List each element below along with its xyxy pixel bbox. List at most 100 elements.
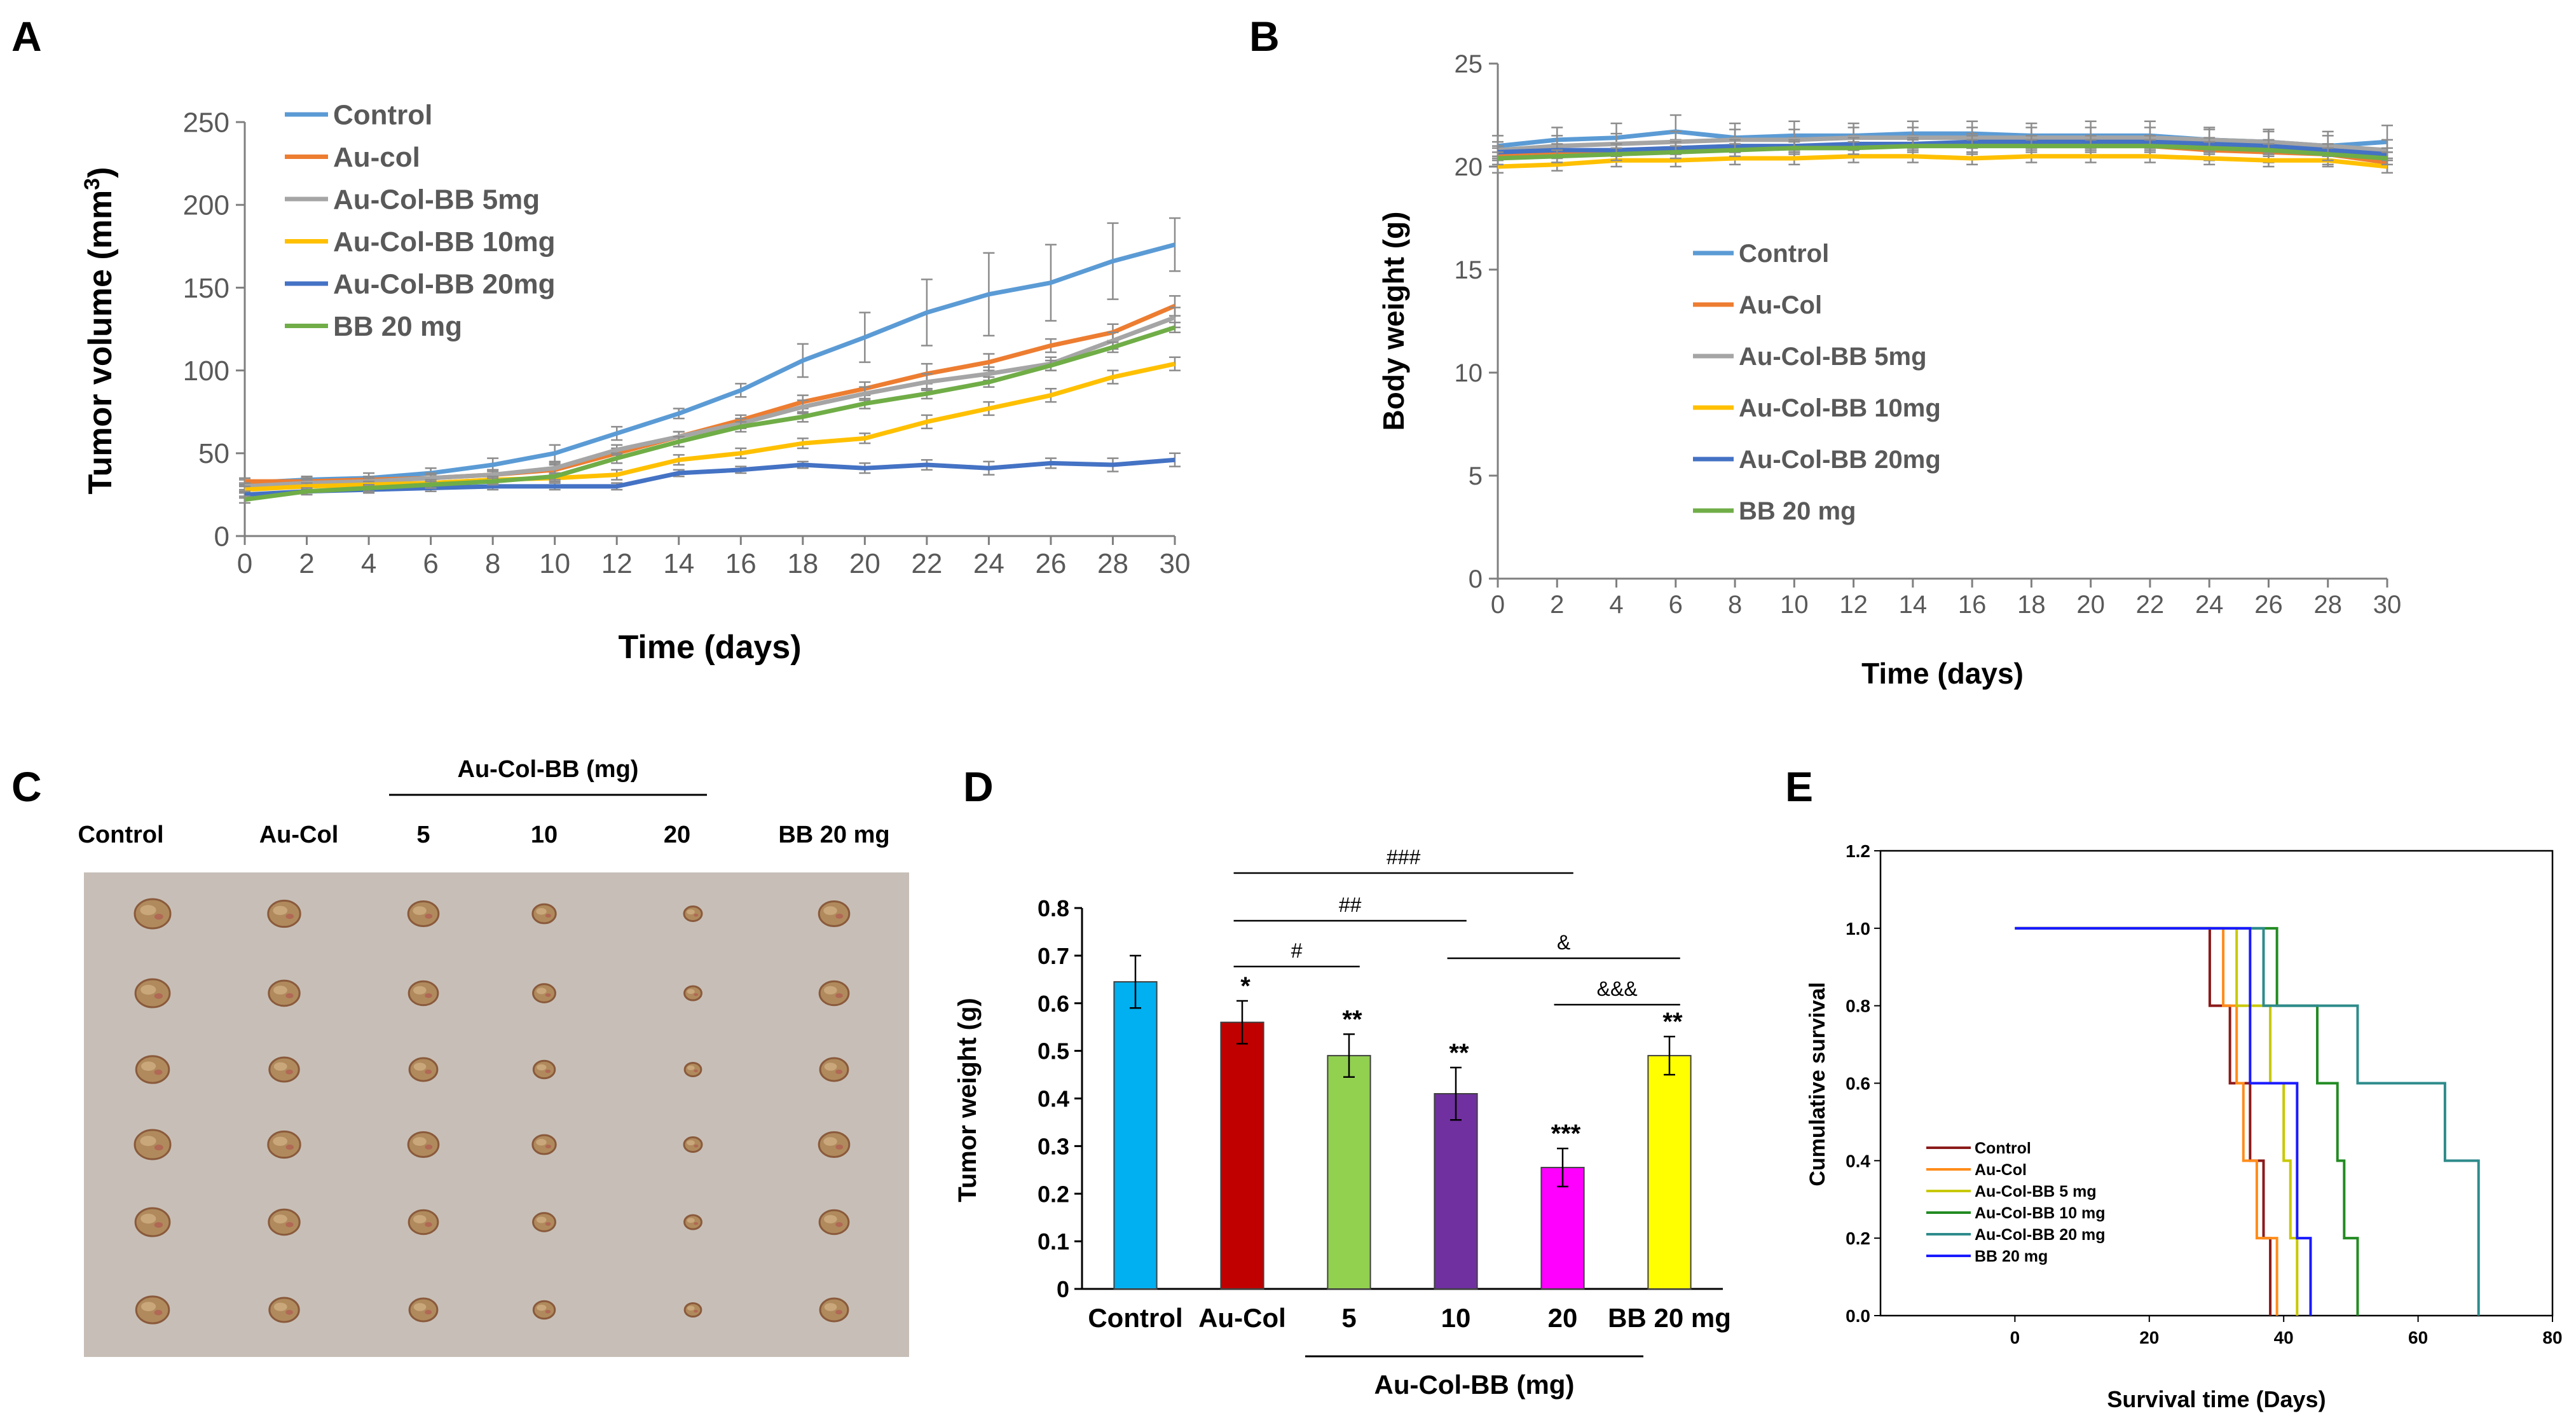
- survival-curve-au-col-bb-5-mg: [2015, 926, 2299, 1316]
- y-tick-label: 15: [1455, 256, 1483, 284]
- photo-column-label: 10: [531, 822, 558, 848]
- series-line: [1497, 135, 2388, 153]
- comparison-label: &: [1557, 931, 1570, 954]
- tumor-vessel: [545, 1310, 551, 1314]
- panel-label-a: A: [11, 13, 42, 60]
- legend-label: Control: [1739, 240, 1829, 268]
- tumor-vessel: [425, 1310, 432, 1315]
- legend-label: Au-Col-BB 20mg: [333, 268, 556, 299]
- comparison-label: &&&: [1597, 977, 1638, 1000]
- tumor-vessel: [694, 993, 699, 996]
- tumor-highlight: [823, 1137, 837, 1146]
- x-tick-label: 26: [2254, 591, 2283, 619]
- tumor-vessel: [285, 993, 294, 998]
- y-tick-label: 0: [1469, 565, 1483, 593]
- x-axis-title: Survival time (Days): [2107, 1386, 2326, 1412]
- significance-star: *: [1240, 972, 1250, 1000]
- legend-label: BB 20 mg: [1975, 1248, 2048, 1265]
- tumor-highlight: [824, 1215, 837, 1223]
- y-tick-label: 1.2: [1846, 841, 1870, 861]
- y-axis-title: Body weight (g): [1377, 212, 1410, 431]
- x-tick-label: 12: [1839, 591, 1868, 619]
- tumor-vessel: [154, 993, 163, 999]
- x-tick-label: 5: [1341, 1303, 1356, 1333]
- panel-e-survival-chart: 0.0 0.2 0.4 0.6 0.8 1.0 1.2 0 20 40 60 80 Survival t…: [1805, 841, 2563, 1412]
- x-tick-label: 18: [2017, 591, 2046, 619]
- tumor-highlight: [273, 905, 288, 916]
- tumor-vessel: [694, 1310, 698, 1313]
- x-tick-label: 16: [725, 548, 757, 579]
- x-tick-label: 20: [2076, 591, 2105, 619]
- y-tick-label: 0: [1057, 1276, 1069, 1302]
- photo-column-label: 5: [416, 822, 430, 848]
- tumor-vessel: [425, 914, 433, 919]
- tumor-vessel: [694, 1070, 698, 1073]
- x-tick-label: 24: [2195, 591, 2224, 619]
- tumor-vessel: [835, 1222, 843, 1227]
- x-tick-label: 20: [2139, 1328, 2159, 1347]
- bar: [1220, 1021, 1264, 1290]
- y-tick-label: 0: [214, 521, 230, 552]
- y-tick-label: 100: [183, 355, 230, 387]
- tumor-vessel: [154, 1310, 163, 1316]
- tumor-vessel: [835, 1070, 843, 1075]
- panel-label-d: D: [963, 763, 994, 810]
- x-tick-label: 8: [1728, 591, 1742, 619]
- photo-column-label: Au-Col: [259, 822, 339, 848]
- tumor-highlight: [140, 1136, 156, 1146]
- legend-label: BB 20 mg: [1739, 497, 1856, 525]
- tumor-vessel: [285, 1145, 294, 1150]
- series-line: [244, 315, 1176, 489]
- x-tick-label: 4: [1609, 591, 1623, 619]
- tumor-highlight: [537, 1304, 547, 1311]
- x-tick-label: 30: [1160, 548, 1191, 579]
- x-tick-label: 0: [2010, 1328, 2020, 1347]
- y-tick-label: 0.0: [1846, 1306, 1870, 1326]
- x-tick-label: 26: [1035, 548, 1066, 579]
- tumor-highlight: [536, 1139, 547, 1146]
- tumor-highlight: [413, 986, 427, 995]
- series-control: [239, 217, 1181, 488]
- tumor-vessel: [694, 914, 699, 917]
- x-tick-label: 0: [1491, 591, 1505, 619]
- tumor-vessel: [425, 1070, 432, 1075]
- legend-label: Control: [333, 99, 432, 130]
- survival-curve-au-col: [2015, 926, 2278, 1316]
- series-line: [1497, 144, 2388, 161]
- tumor-vessel: [425, 1145, 433, 1150]
- y-axis-title-main: Tumor volume (mm: [82, 190, 119, 495]
- legend-label: BB 20 mg: [333, 311, 462, 342]
- x-tick-label: 22: [911, 548, 942, 579]
- tumor-highlight: [536, 908, 547, 915]
- x-tick-label: 30: [2373, 591, 2402, 619]
- x-tick-label: 40: [2274, 1328, 2294, 1347]
- tumor-highlight: [273, 986, 287, 995]
- x-tick-label: 10: [1441, 1303, 1471, 1333]
- y-tick-label: 150: [183, 273, 230, 304]
- y-tick-label: 0.1: [1038, 1229, 1069, 1255]
- legend-label: Au-Col: [1975, 1161, 2027, 1179]
- tumor-vessel: [545, 1070, 551, 1073]
- legend-label: Au-Col-BB 10mg: [333, 226, 556, 258]
- tumor-vessel: [835, 1310, 843, 1315]
- tumor-vessel: [285, 1310, 293, 1315]
- y-tick-label: 250: [183, 107, 230, 138]
- panel-label-b: B: [1249, 13, 1280, 60]
- photo-column-label: 20: [664, 822, 690, 848]
- panel-label-e: E: [1785, 763, 1813, 810]
- legend-label: Au-Col-BB 10 mg: [1975, 1204, 2106, 1222]
- x-tick-label: 2: [1550, 591, 1564, 619]
- y-tick-label: 0.8: [1846, 996, 1870, 1016]
- y-tick-label: 0.6: [1038, 991, 1069, 1017]
- x-tick-label: 14: [663, 548, 694, 579]
- legend-label: Au-Col-BB 5 mg: [1975, 1183, 2097, 1201]
- tumor-highlight: [824, 1303, 837, 1311]
- x-tick-label: 12: [601, 548, 633, 579]
- y-tick-label: 0.2: [1846, 1229, 1870, 1248]
- y-tick-label: 0.4: [1038, 1086, 1069, 1112]
- y-tick-label: 0.4: [1846, 1151, 1870, 1171]
- tumor-vessel: [835, 993, 843, 998]
- series-line: [1497, 139, 2388, 157]
- tumor-highlight: [537, 1064, 547, 1071]
